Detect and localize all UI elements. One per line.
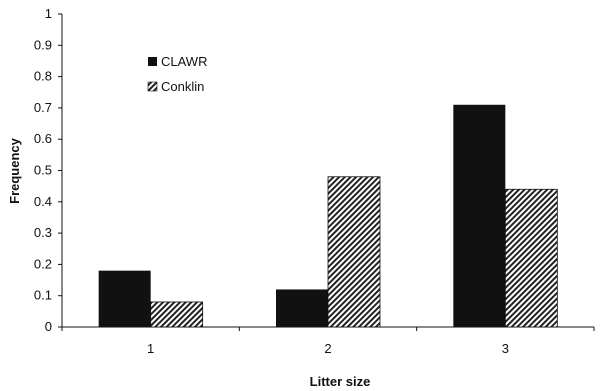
- y-tick-label: 0.4: [34, 194, 52, 209]
- y-axis-title: Frequency: [7, 137, 22, 204]
- y-tick-label: 0.8: [34, 69, 52, 84]
- x-tick-label: 2: [324, 341, 331, 356]
- y-tick-label: 0.7: [34, 100, 52, 115]
- y-tick-label: 0: [45, 319, 52, 334]
- bar-conklin: [327, 176, 381, 328]
- bar-clawr: [276, 289, 328, 327]
- legend: CLAWR Conklin: [147, 54, 207, 94]
- bars: [98, 104, 558, 328]
- y-axis: 0 0.1 0.2 0.3 0.4 0.5 0.6 0.7 0.8 0.9 1: [34, 6, 63, 334]
- legend-label-conklin: Conklin: [161, 79, 204, 94]
- legend-label-clawr: CLAWR: [161, 54, 207, 69]
- legend-swatch-conklin: [147, 81, 158, 92]
- x-tick-label: 3: [502, 341, 509, 356]
- bar-clawr: [98, 270, 151, 327]
- bar-conklin: [504, 188, 558, 328]
- y-tick-label: 0.3: [34, 225, 52, 240]
- y-tick-label: 0.5: [34, 163, 52, 178]
- bar-conklin: [150, 301, 204, 328]
- y-tick-label: 1: [45, 6, 52, 21]
- y-tick-label: 0.1: [34, 288, 52, 303]
- x-axis-title: Litter size: [310, 374, 371, 389]
- y-tick-label: 0.6: [34, 131, 52, 146]
- y-tick-label: 0.2: [34, 256, 52, 271]
- x-axis: 1 2 3: [61, 326, 595, 356]
- x-tick-label: 1: [147, 341, 154, 356]
- y-tick-label: 0.9: [34, 37, 52, 52]
- legend-swatch-clawr: [148, 57, 157, 66]
- bar-clawr: [453, 104, 506, 328]
